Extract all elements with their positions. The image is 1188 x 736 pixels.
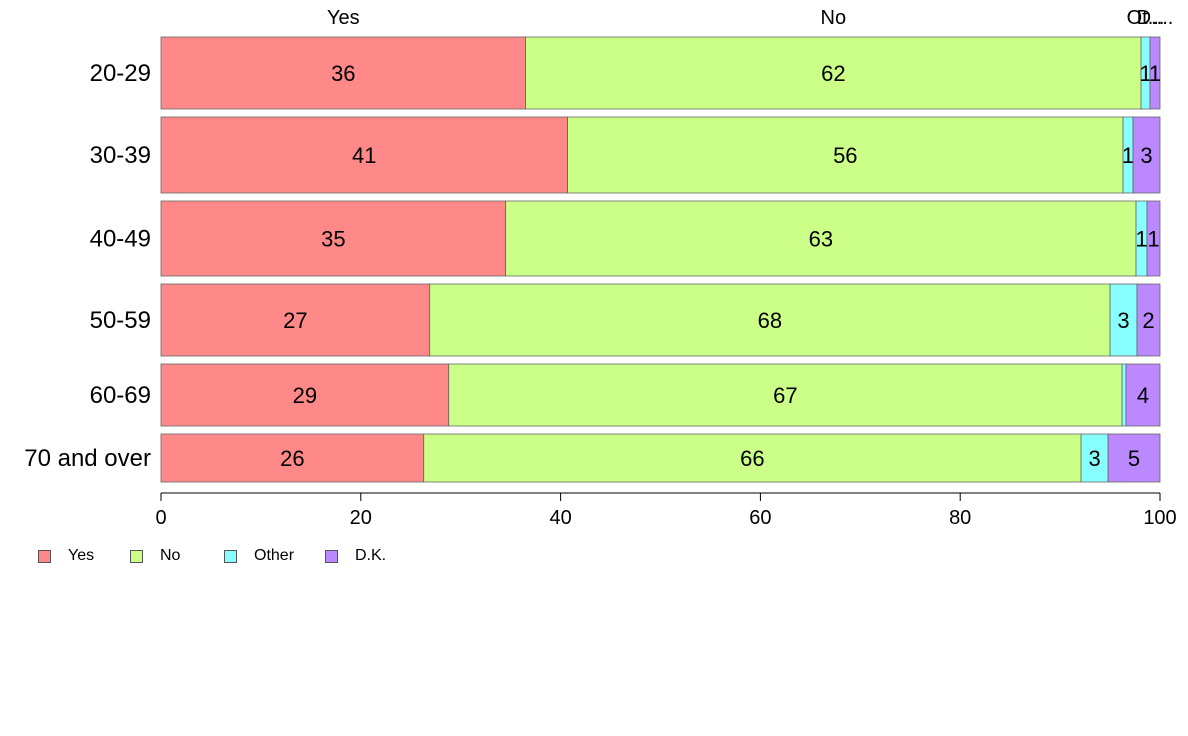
category-label: 70 and over	[24, 445, 151, 472]
category-label: 60-69	[90, 382, 151, 409]
bar-segment-no	[525, 36, 1142, 110]
x-tick-label: 40	[549, 507, 571, 529]
data-label: 26	[280, 446, 304, 471]
x-tick-label: 80	[949, 507, 971, 529]
bar-segment-dk	[1136, 283, 1161, 357]
data-label: 3	[1140, 143, 1152, 168]
bar-segment-dk	[1107, 433, 1161, 483]
bar-segment-no	[423, 433, 1082, 483]
data-label: 36	[331, 61, 355, 86]
data-label: 1	[1149, 61, 1161, 86]
top-series-label: No	[821, 7, 847, 29]
bar-segment-dk	[1146, 200, 1161, 277]
category-label: 50-59	[90, 307, 151, 334]
data-label: 41	[352, 143, 376, 168]
data-label: 2	[1142, 308, 1154, 333]
legend-swatch	[130, 549, 143, 563]
data-label: 62	[821, 61, 845, 86]
bar-segment-other	[1121, 363, 1127, 427]
data-label: 67	[773, 383, 797, 408]
legend-item: Yes	[38, 547, 130, 565]
x-tick-label: 20	[350, 507, 372, 529]
legend: Yes No Other D.K.	[38, 547, 386, 565]
data-label: 29	[293, 383, 317, 408]
bar-segment-no	[567, 116, 1124, 194]
data-label: 3	[1117, 308, 1129, 333]
data-label: 5	[1128, 446, 1140, 471]
data-label: 1	[1122, 143, 1134, 168]
bar-segment-dk	[1125, 363, 1161, 427]
x-tick-label: 0	[155, 507, 166, 529]
top-series-label: D....	[1137, 7, 1174, 29]
data-label: 3	[1088, 446, 1100, 471]
top-series-label: Ot...	[1127, 7, 1165, 29]
legend-swatch	[38, 549, 51, 563]
bar-segment-yes	[160, 433, 425, 483]
x-tick-label: 100	[1143, 507, 1176, 529]
bar-segment-dk	[1132, 116, 1161, 194]
legend-label: Other	[254, 547, 295, 564]
legend-item: No	[130, 547, 224, 565]
bar-segment-yes	[160, 200, 507, 277]
bar-segment-yes	[160, 363, 450, 427]
legend-swatch	[325, 549, 338, 563]
legend-item: Other	[224, 547, 325, 565]
legend-label: No	[160, 547, 181, 564]
category-label: 30-39	[90, 142, 151, 169]
legend-label: Yes	[68, 547, 95, 564]
data-label: 4	[1137, 383, 1149, 408]
bar-segment-no	[448, 363, 1123, 427]
data-label: 63	[809, 227, 833, 252]
data-label: 27	[283, 308, 307, 333]
data-label: 66	[740, 446, 764, 471]
x-tick-label: 60	[749, 507, 771, 529]
data-label: 68	[758, 308, 782, 333]
bar-segment-yes	[160, 116, 568, 194]
bar-segment-no	[429, 283, 1111, 357]
bar-segment-other	[1080, 433, 1109, 483]
top-series-label: Yes	[327, 7, 360, 29]
legend-item: D.K.	[325, 547, 386, 565]
category-label: 20-29	[90, 60, 151, 87]
data-label: 1	[1135, 227, 1147, 252]
legend-swatch	[224, 549, 237, 563]
bar-segment-dk	[1149, 36, 1161, 110]
data-label: 1	[1147, 227, 1159, 252]
category-label: 40-49	[90, 226, 151, 253]
legend-label: D.K.	[355, 547, 387, 564]
data-label: 56	[833, 143, 857, 168]
bar-segment-other	[1109, 283, 1138, 357]
data-label: 1	[1139, 61, 1151, 86]
data-label: 35	[321, 227, 345, 252]
